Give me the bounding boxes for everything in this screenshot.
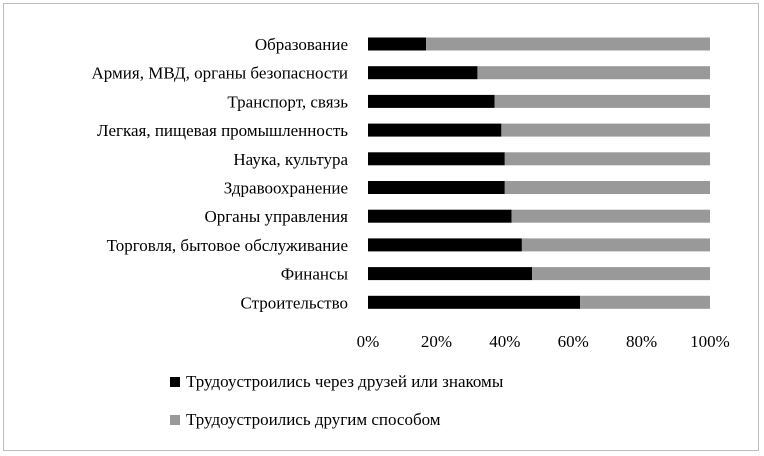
bar-segment-series-1 <box>368 181 505 194</box>
x-tick-label: 0% <box>357 332 380 351</box>
bar-segment-series-1 <box>368 238 522 252</box>
x-axis-ticks: 0% 20% 40% 60% 80% 100% <box>357 332 730 351</box>
bar-segment-series-2 <box>580 295 710 309</box>
x-tick-label: 60% <box>558 332 589 351</box>
category-label: Торговля, бытовое обслуживание <box>107 236 348 255</box>
bar-segment-series-2 <box>521 238 710 252</box>
bar-segment-series-1 <box>368 37 427 51</box>
category-labels: Образование Армия, МВД, органы безопаснос… <box>92 35 349 312</box>
bar-segment-series-2 <box>477 66 710 80</box>
bar-segment-series-2 <box>501 123 710 137</box>
bar-segment-series-2 <box>511 209 710 223</box>
bar-segment-series-1 <box>368 66 478 80</box>
x-tick-label: 20% <box>421 332 452 351</box>
bar-segment-series-2 <box>504 152 710 166</box>
category-label: Строительство <box>241 293 348 312</box>
legend-label-series-1: Трудоустроились через друзей или знакомы <box>186 372 504 391</box>
legend-swatch-series-2 <box>170 415 180 425</box>
bar-segment-series-2 <box>532 267 710 281</box>
category-label: Легкая, пищевая промышленность <box>97 121 348 140</box>
category-label: Образование <box>255 35 348 54</box>
bar-segment-series-1 <box>368 295 581 309</box>
bar-segment-series-2 <box>494 94 710 108</box>
bar-segment-series-2 <box>504 181 710 194</box>
category-label: Финансы <box>281 265 349 284</box>
bars <box>368 37 710 309</box>
bar-segment-series-1 <box>368 123 502 137</box>
x-tick-label: 100% <box>690 332 730 351</box>
x-tick-label: 40% <box>489 332 520 351</box>
category-label: Армия, МВД, органы безопасности <box>92 64 348 83</box>
bar-segment-series-1 <box>368 152 505 166</box>
x-tick-label: 80% <box>626 332 657 351</box>
legend-swatch-series-1 <box>170 377 180 387</box>
category-label: Наука, культура <box>233 150 348 169</box>
bar-segment-series-1 <box>368 209 512 223</box>
category-label: Здравоохранение <box>224 179 348 198</box>
bar-segment-series-2 <box>426 37 710 51</box>
category-label: Транспорт, связь <box>227 92 348 111</box>
category-label: Органы управления <box>204 207 348 226</box>
bar-segment-series-1 <box>368 267 533 281</box>
bar-segment-series-1 <box>368 94 495 108</box>
legend-label-series-2: Трудоустроились другим способом <box>186 410 441 429</box>
